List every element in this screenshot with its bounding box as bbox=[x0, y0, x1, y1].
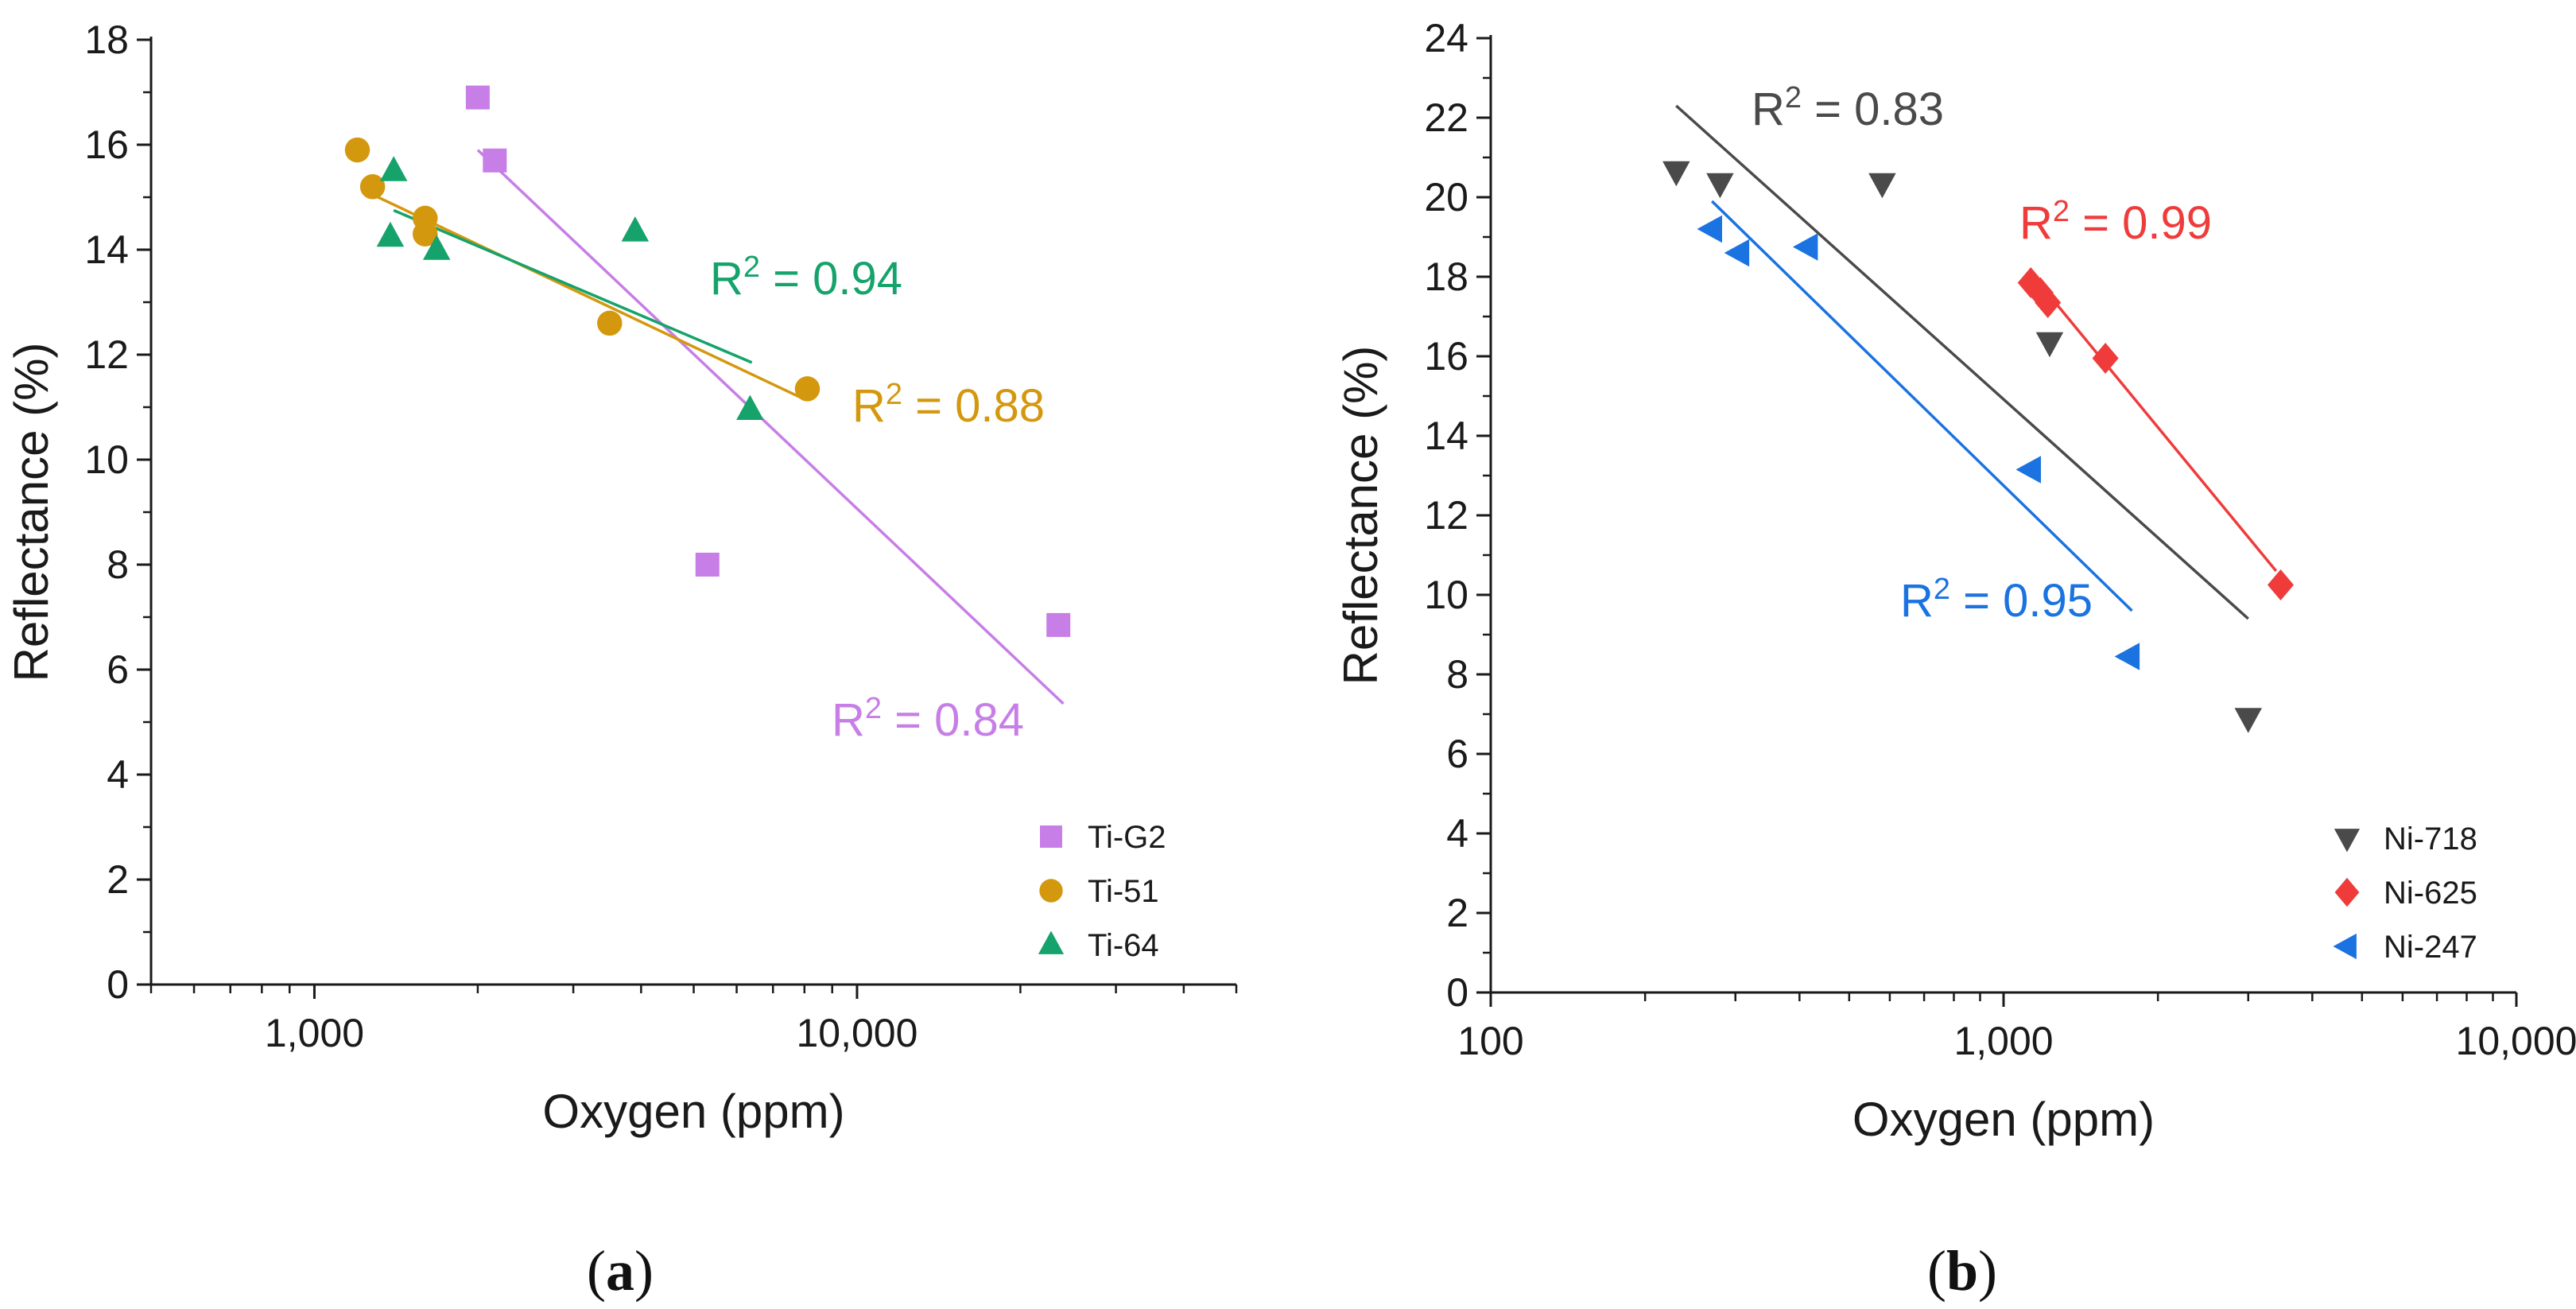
x-tick-label: 1,000 bbox=[1953, 1019, 2053, 1063]
data-point-ni-718 bbox=[2035, 332, 2064, 358]
legend-marker-ni-247 bbox=[2333, 933, 2357, 960]
y-tick-label: 0 bbox=[107, 962, 129, 1007]
data-point-ti-51 bbox=[359, 174, 386, 200]
legend-label: Ti-51 bbox=[1088, 874, 1159, 909]
data-point-ni-247 bbox=[2015, 456, 2041, 484]
legend-label: Ti-G2 bbox=[1088, 820, 1166, 855]
y-tick-label: 14 bbox=[1424, 414, 1468, 458]
fit-line-ti-51 bbox=[366, 190, 805, 401]
y-tick-label: 10 bbox=[1424, 573, 1468, 617]
legend-marker-ti-g2 bbox=[1040, 825, 1062, 848]
r2-annotation-ni-718: R2 = 0.83 bbox=[1752, 81, 1944, 135]
y-tick-label: 18 bbox=[1424, 254, 1468, 299]
data-point-ti-64 bbox=[736, 394, 764, 421]
r2-annotation-ti-64: R2 = 0.94 bbox=[710, 251, 902, 305]
data-point-ti-64 bbox=[621, 216, 650, 242]
data-point-ni-718 bbox=[1868, 173, 1896, 199]
data-point-ti-g2 bbox=[465, 85, 490, 110]
data-point-ti-64 bbox=[379, 156, 408, 181]
y-axis-title: Reflectance (%) bbox=[1334, 346, 1387, 686]
y-tick-label: 4 bbox=[1446, 811, 1468, 856]
data-point-ni-247 bbox=[1792, 233, 1818, 261]
data-point-ti-51 bbox=[597, 310, 623, 336]
panel-label: (a) bbox=[587, 1239, 654, 1303]
data-point-ni-625 bbox=[2035, 287, 2062, 318]
y-tick-label: 24 bbox=[1424, 16, 1468, 60]
y-tick-label: 8 bbox=[107, 542, 129, 587]
legend-label: Ni-718 bbox=[2384, 822, 2477, 856]
legend-label: Ti-64 bbox=[1088, 928, 1159, 963]
y-tick-label: 2 bbox=[107, 857, 129, 902]
data-point-ti-g2 bbox=[1046, 612, 1071, 637]
legend: Ti-G2 Ti-51 Ti-64 bbox=[1038, 820, 1166, 963]
fit-line-ni-247 bbox=[1711, 200, 2133, 612]
legend-marker-ni-625 bbox=[2334, 877, 2360, 907]
y-tick-label: 22 bbox=[1424, 95, 1468, 140]
y-axis-title: Reflectance (%) bbox=[5, 343, 58, 682]
data-point-ti-g2 bbox=[695, 553, 720, 577]
y-tick-label: 12 bbox=[84, 332, 129, 377]
data-point-ti-g2 bbox=[483, 148, 507, 173]
y-tick-label: 0 bbox=[1446, 970, 1468, 1015]
data-point-ti-51 bbox=[413, 221, 438, 247]
panel-label: (b) bbox=[1927, 1239, 1997, 1303]
y-tick-label: 6 bbox=[1446, 732, 1468, 776]
legend-label: Ni-247 bbox=[2384, 930, 2477, 965]
y-tick-label: 16 bbox=[84, 122, 129, 167]
data-point-ti-51 bbox=[794, 376, 821, 402]
x-axis-title: Oxygen (ppm) bbox=[542, 1085, 844, 1138]
fit-line-ti-64 bbox=[393, 208, 753, 364]
x-tick-label: 1,000 bbox=[265, 1011, 364, 1055]
x-tick-label: 100 bbox=[1457, 1019, 1523, 1063]
x-axis-title: Oxygen (ppm) bbox=[1852, 1093, 2155, 1146]
y-tick-label: 2 bbox=[1446, 891, 1468, 935]
data-point-ni-247 bbox=[1697, 215, 1722, 243]
data-point-ni-718 bbox=[1706, 173, 1734, 199]
data-point-ni-625 bbox=[2092, 343, 2119, 374]
data-point-ti-51 bbox=[344, 137, 370, 163]
data-point-ni-718 bbox=[1662, 161, 1690, 187]
legend-marker-ni-718 bbox=[2334, 829, 2361, 853]
y-tick-label: 8 bbox=[1446, 652, 1468, 697]
data-point-ni-625 bbox=[2268, 569, 2295, 600]
x-tick-label: 10,000 bbox=[796, 1011, 918, 1055]
x-tick-label: 10,000 bbox=[2456, 1019, 2576, 1063]
data-point-ti-64 bbox=[422, 235, 451, 260]
y-tick-label: 14 bbox=[84, 227, 129, 272]
legend-marker-ti-51 bbox=[1039, 879, 1063, 903]
chart-panel-a: 0 2 4 6 8 10 12 14 16 18 1,000 10,000 Oxygen (ppm) Re… bbox=[5, 17, 1238, 1303]
y-tick-label: 10 bbox=[84, 437, 129, 482]
legend-label: Ni-625 bbox=[2384, 876, 2477, 911]
y-tick-label: 12 bbox=[1424, 493, 1468, 538]
r2-annotation-ni-625: R2 = 0.99 bbox=[2019, 195, 2212, 249]
data-point-ni-718 bbox=[2234, 708, 2262, 733]
y-tick-label: 16 bbox=[1424, 334, 1468, 379]
y-tick-label: 20 bbox=[1424, 175, 1468, 219]
fit-line-ni-625 bbox=[2029, 271, 2278, 573]
legend-marker-ti-64 bbox=[1038, 930, 1065, 954]
data-point-ti-64 bbox=[376, 221, 405, 247]
data-point-ni-247 bbox=[2114, 643, 2140, 670]
y-tick-label: 18 bbox=[84, 17, 129, 62]
data-point-ni-247 bbox=[1724, 239, 1750, 267]
r2-annotation-ti-g2: R2 = 0.84 bbox=[832, 692, 1024, 746]
fit-line-ti-g2 bbox=[476, 149, 1065, 705]
r2-annotation-ti-51: R2 = 0.88 bbox=[852, 378, 1045, 432]
fit-line-ni-718 bbox=[1675, 104, 2249, 620]
legend: Ni-718 Ni-625 Ni-247 bbox=[2333, 822, 2477, 965]
y-tick-label: 4 bbox=[107, 752, 129, 797]
y-tick-label: 6 bbox=[107, 647, 129, 692]
r2-annotation-ni-247: R2 = 0.95 bbox=[1900, 573, 2093, 627]
